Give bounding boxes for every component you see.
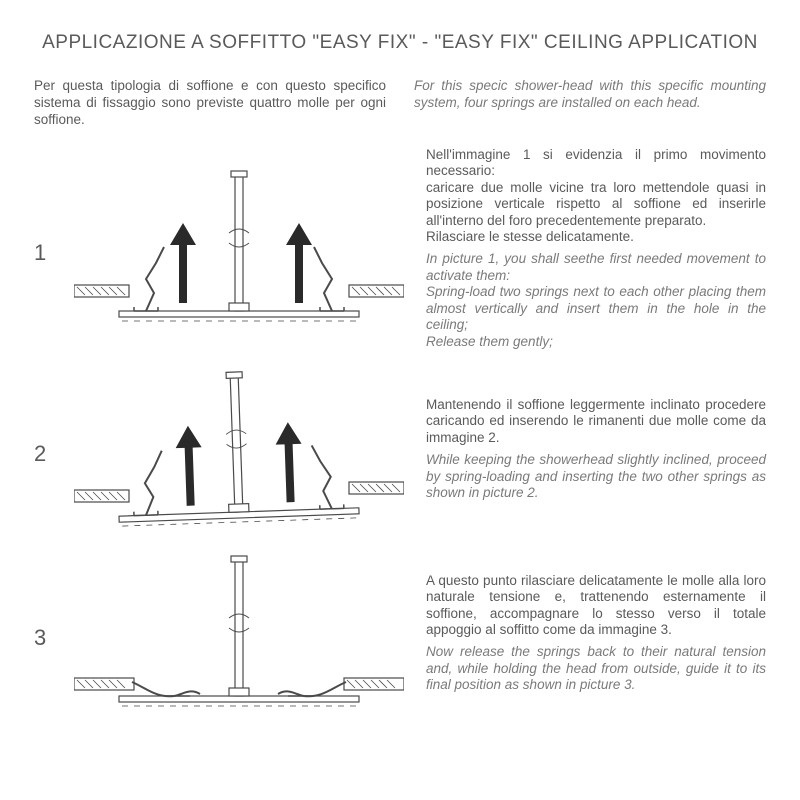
intro-row: Per questa tipologia di soffione e con q…: [34, 78, 766, 129]
step-1-italian: Nell'immagine 1 si evidenzia il primo mo…: [426, 147, 766, 246]
step-2-italian: Mantenendo il soffione leggermente incli…: [426, 397, 766, 446]
step-2-number: 2: [34, 431, 52, 467]
step-3-english: Now release the springs back to their na…: [426, 644, 766, 693]
step-3-number: 3: [34, 615, 52, 651]
step-3-italian: A questo punto rilasciare delicatamente …: [426, 573, 766, 639]
step-1-number: 1: [34, 230, 52, 266]
step-1-text: Nell'immagine 1 si evidenzia il primo mo…: [426, 147, 766, 351]
intro-italian: Per questa tipologia di soffione e con q…: [34, 78, 386, 129]
intro-english: For this specic shower-head with this sp…: [414, 78, 766, 129]
step-3-text: A questo punto rilasciare delicatamente …: [426, 573, 766, 694]
step-2-text: Mantenendo il soffione leggermente incli…: [426, 397, 766, 502]
step-2: 2: [34, 364, 766, 534]
step-1: 1: [34, 147, 766, 351]
step-2-english: While keeping the showerhead slightly in…: [426, 452, 766, 501]
step-2-figure: [74, 364, 404, 534]
page-title: APPLICAZIONE A SOFFITTO "EASY FIX" - "EA…: [34, 32, 766, 54]
step-1-english: In picture 1, you shall seethe first nee…: [426, 251, 766, 350]
step-1-figure: [74, 163, 404, 333]
step-3-figure: [74, 548, 404, 718]
step-3: 3 A questo punto ri: [34, 548, 766, 718]
